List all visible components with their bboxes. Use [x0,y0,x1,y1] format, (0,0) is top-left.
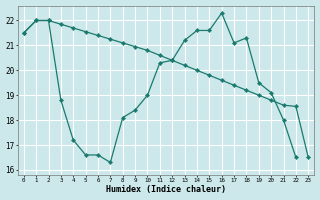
X-axis label: Humidex (Indice chaleur): Humidex (Indice chaleur) [106,185,226,194]
